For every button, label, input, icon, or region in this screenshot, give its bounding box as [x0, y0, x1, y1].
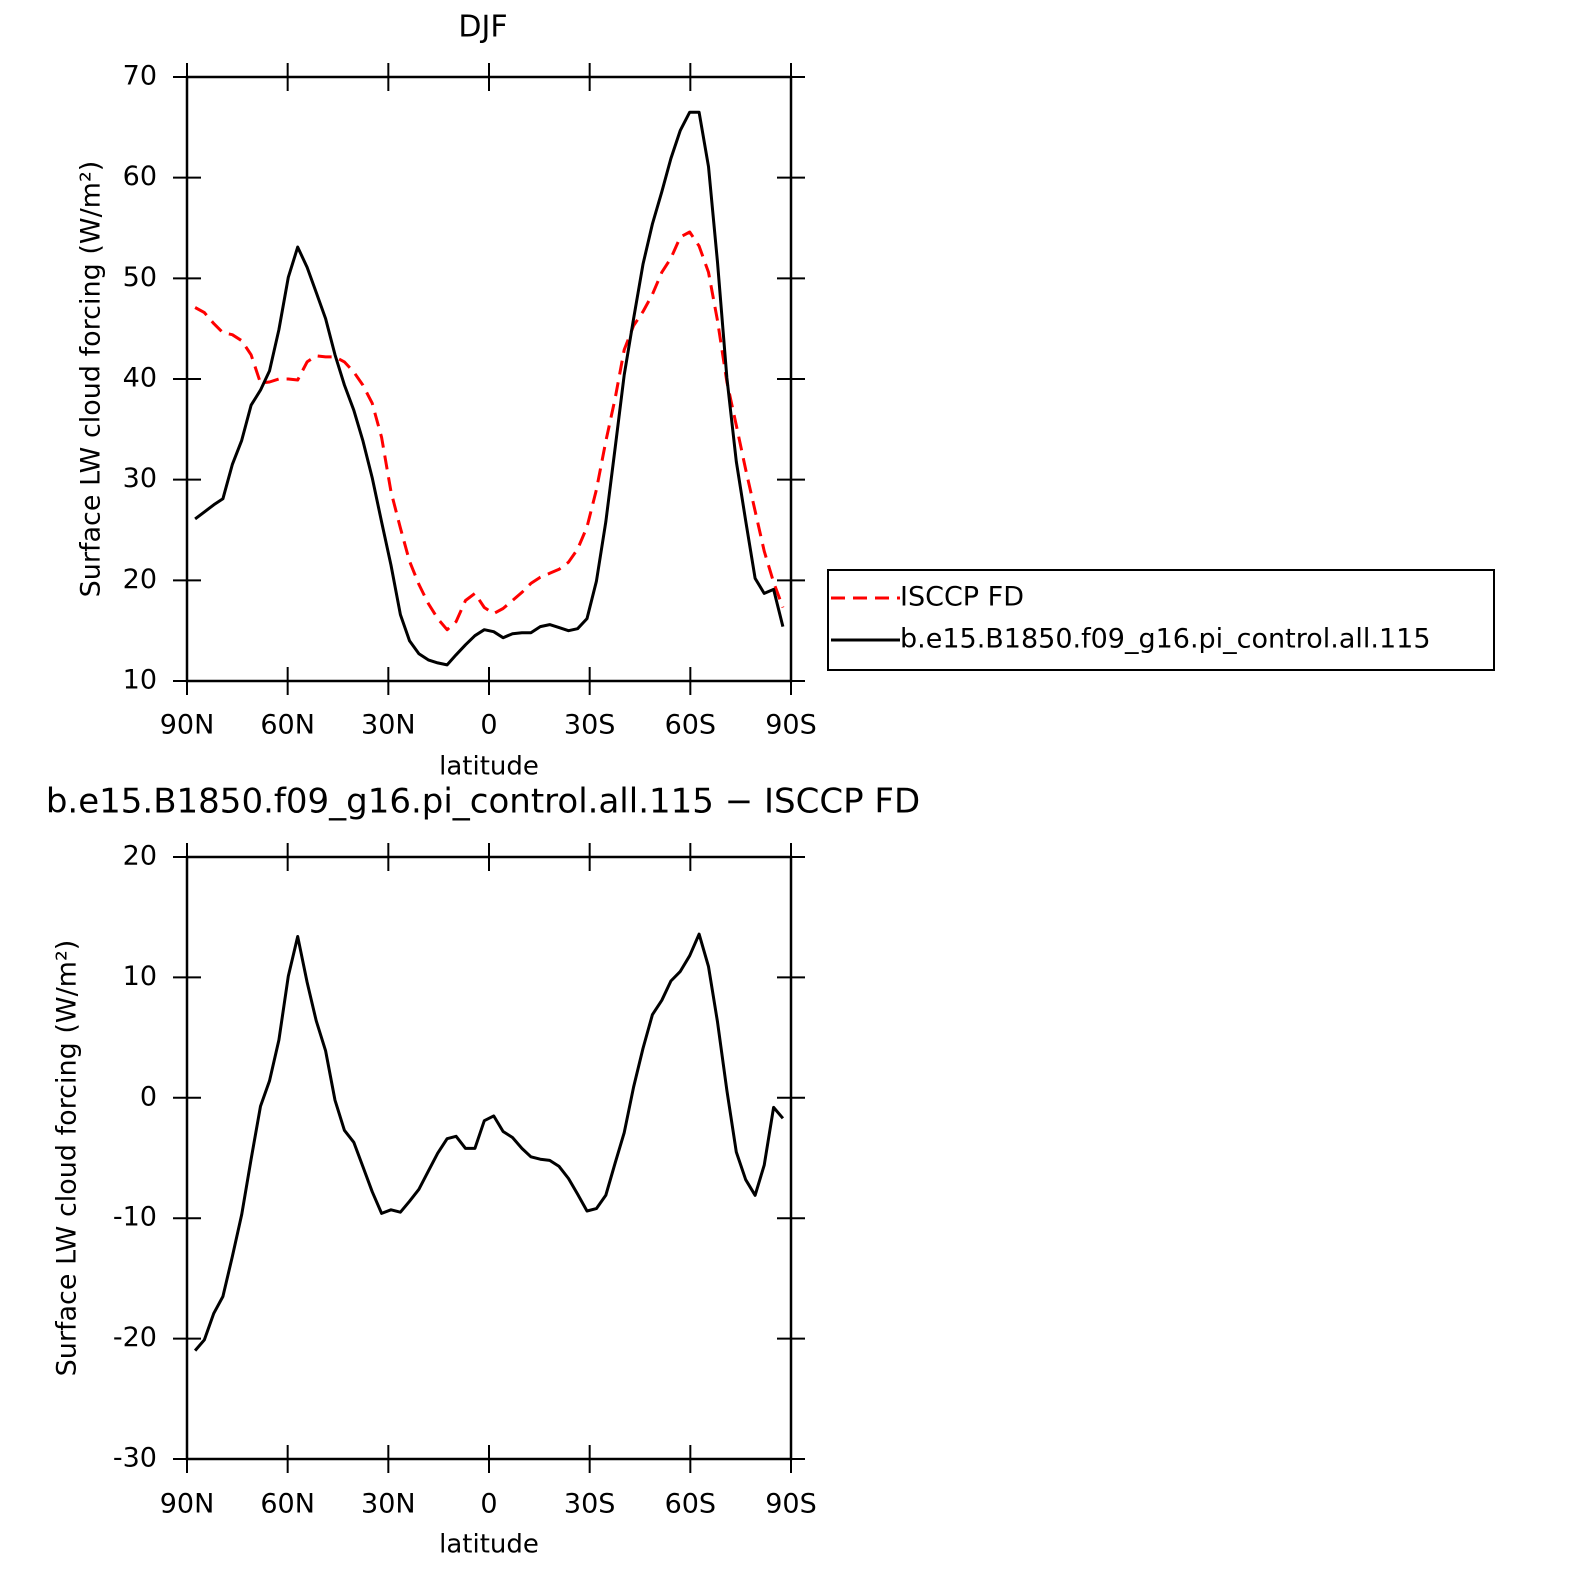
- x-tick-label: 30S: [564, 1489, 616, 1520]
- x-tick-label: 0: [480, 710, 497, 741]
- y-tick-label: -20: [113, 1322, 157, 1353]
- x-tick-label: 60S: [665, 710, 717, 741]
- x-tick-label: 30N: [361, 710, 416, 741]
- chart-title: b.e15.B1850.f09_g16.pi_control.all.115 −…: [46, 782, 920, 822]
- x-axis-label: latitude: [439, 752, 539, 782]
- x-tick-label: 90S: [765, 1489, 817, 1520]
- y-tick-label: 10: [123, 961, 157, 992]
- x-tick-label: 60N: [260, 1489, 315, 1520]
- y-tick-label: 70: [123, 61, 157, 92]
- y-tick-label: 10: [123, 665, 157, 696]
- x-tick-label: 90N: [160, 710, 215, 741]
- plot-frame: [185, 855, 793, 1461]
- x-axis-label: latitude: [439, 1530, 539, 1560]
- y-tick-label: 20: [123, 841, 157, 872]
- legend-box: [827, 569, 1495, 671]
- x-tick-label: 60N: [260, 710, 315, 741]
- y-tick-label: 20: [123, 564, 157, 595]
- legend-label: b.e15.B1850.f09_g16.pi_control.all.115: [900, 624, 1431, 655]
- y-axis-label: Surface LW cloud forcing (W/m²): [52, 940, 83, 1377]
- x-tick-label: 90N: [160, 1489, 215, 1520]
- y-tick-label: 40: [123, 363, 157, 394]
- x-tick-label: 30N: [361, 1489, 416, 1520]
- y-tick-label: 0: [140, 1081, 157, 1112]
- y-tick-label: 30: [123, 463, 157, 494]
- series-line: [193, 932, 785, 1352]
- x-tick-label: 30S: [564, 710, 616, 741]
- y-tick-label: 50: [123, 262, 157, 293]
- y-tick-label: 60: [123, 161, 157, 192]
- chart-title: DJF: [458, 10, 507, 45]
- y-tick-label: -10: [113, 1202, 157, 1233]
- y-tick-label: -30: [113, 1443, 157, 1474]
- series-line: [194, 110, 785, 667]
- series-line: [194, 230, 785, 632]
- x-tick-label: 60S: [665, 1489, 717, 1520]
- x-tick-label: 0: [480, 1489, 497, 1520]
- plot-frame: [185, 75, 793, 683]
- y-axis-label: Surface LW cloud forcing (W/m²): [76, 161, 107, 598]
- legend-label: ISCCP FD: [900, 582, 1024, 613]
- x-tick-label: 90S: [765, 710, 817, 741]
